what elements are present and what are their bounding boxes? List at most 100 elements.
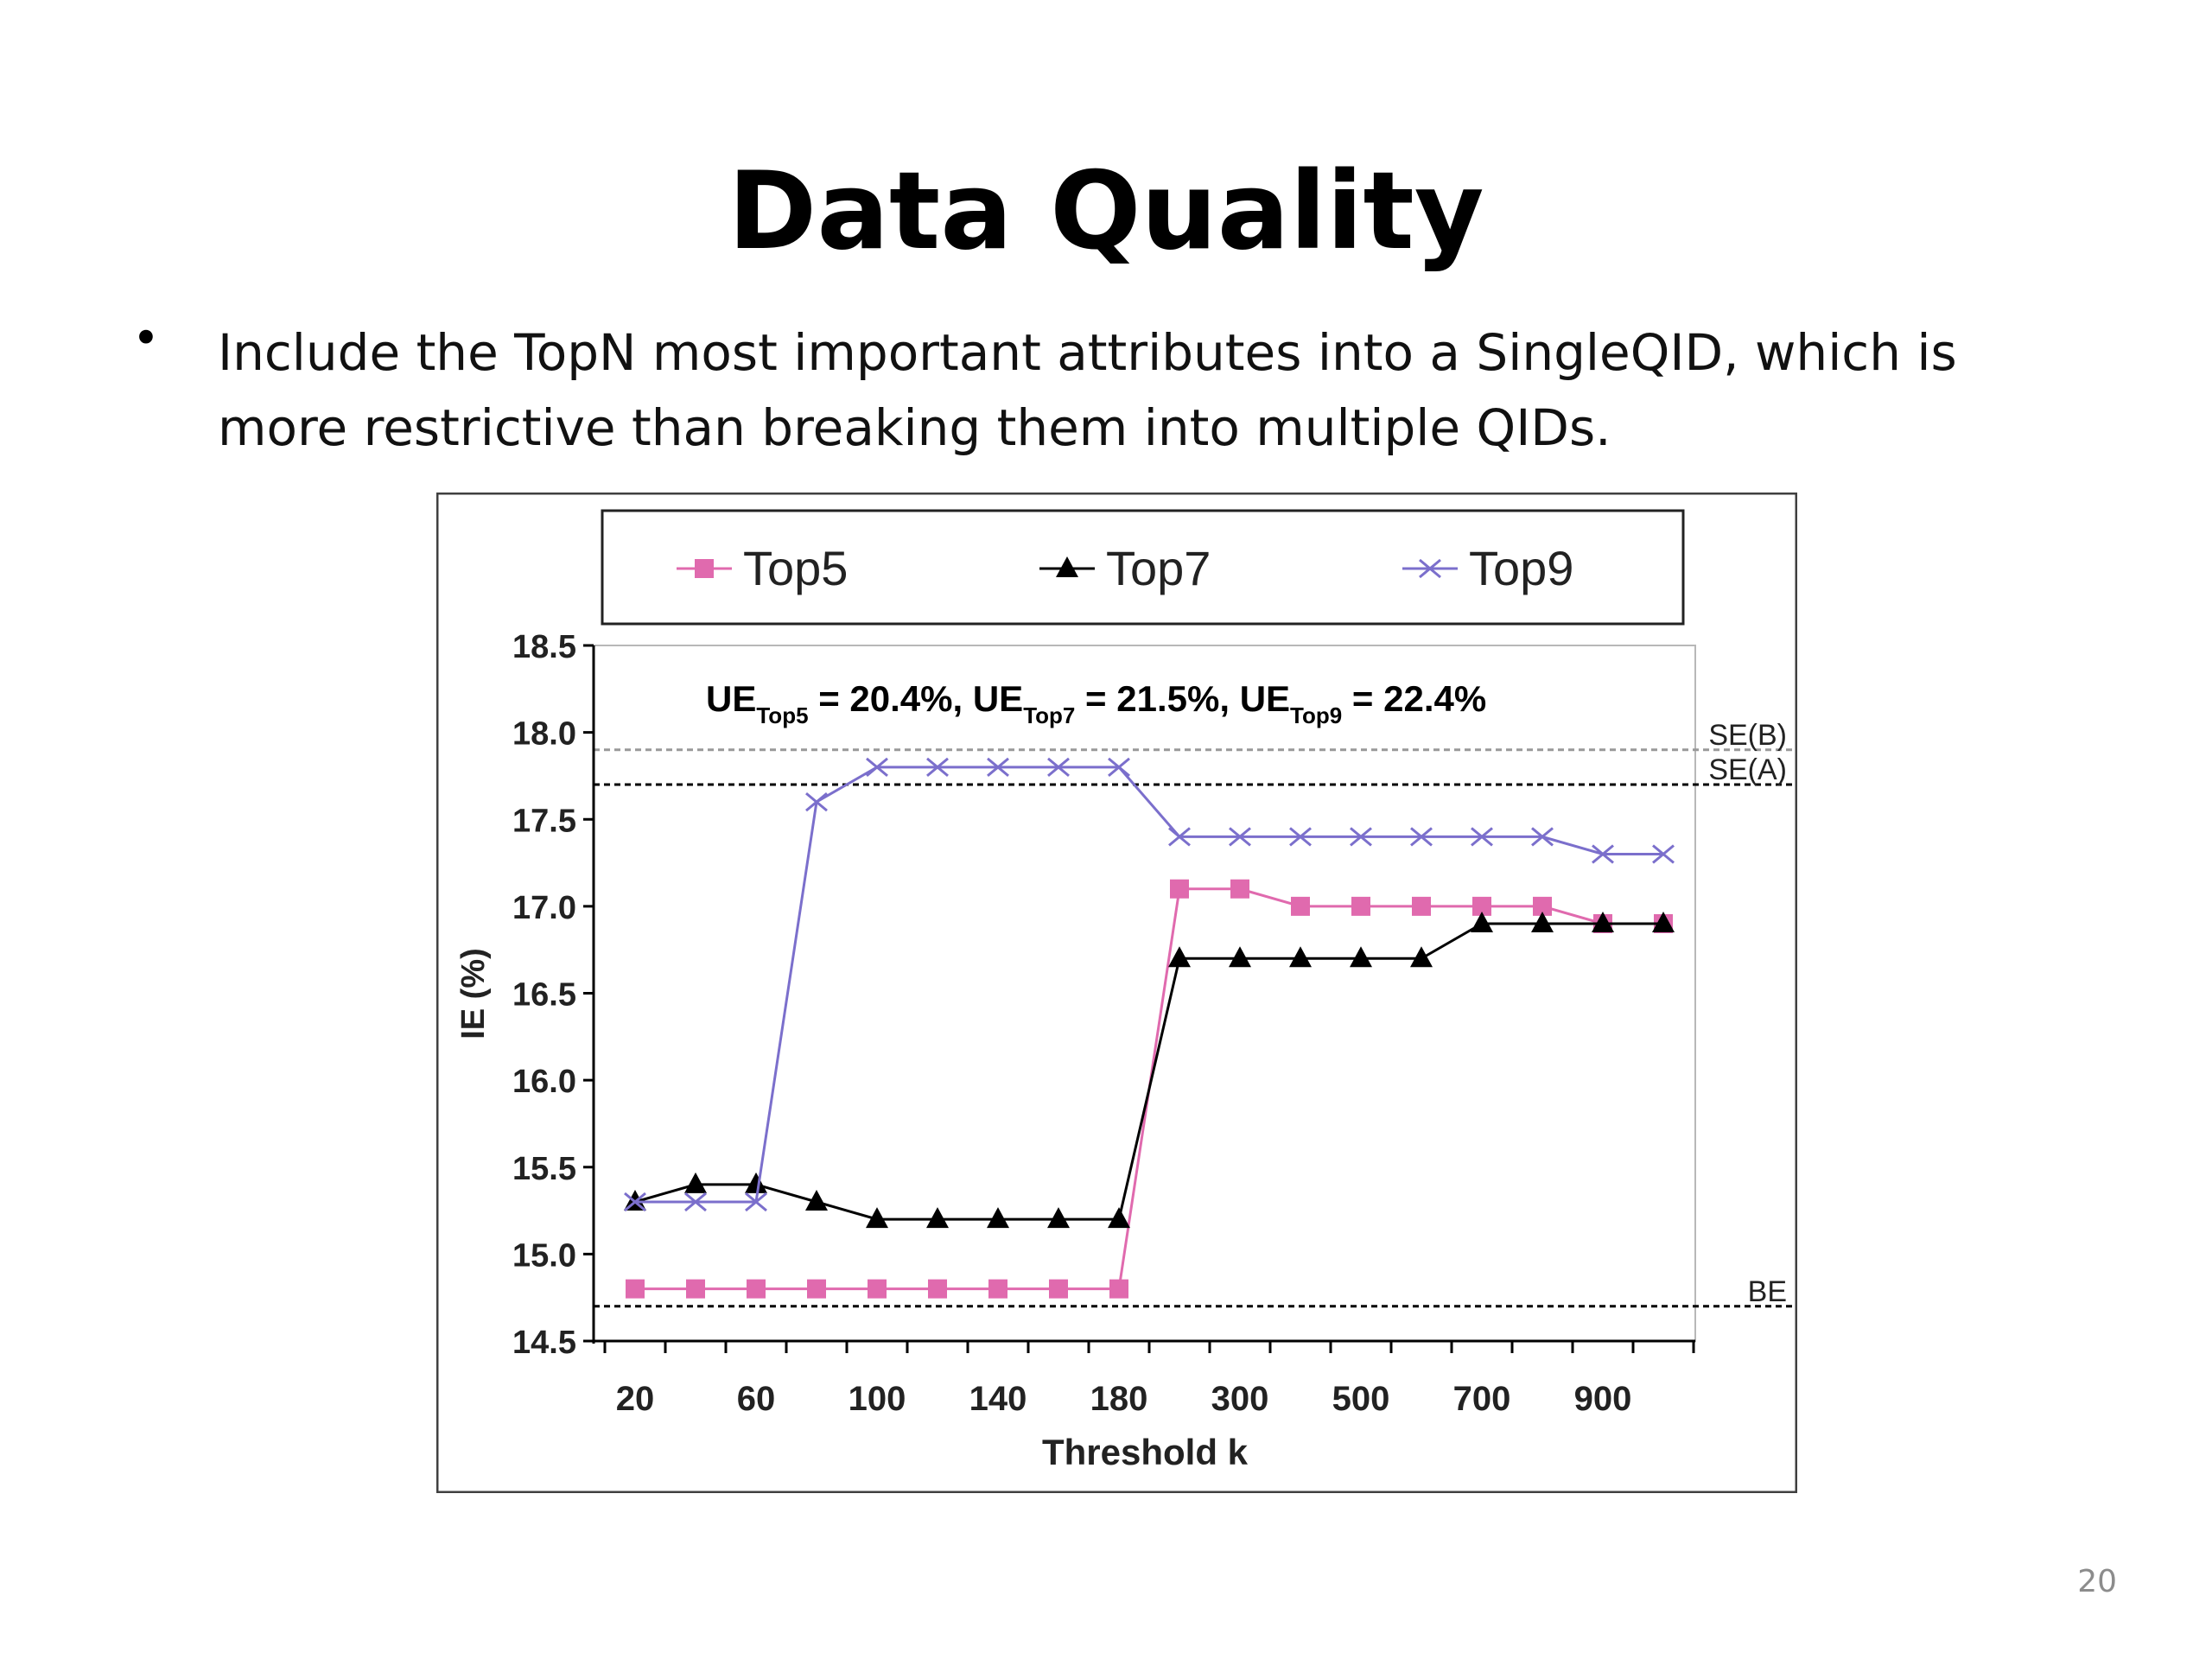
- x-axis-label: Threshold k: [1042, 1432, 1249, 1472]
- legend: Top5 Top7 Top9: [677, 541, 1573, 595]
- data-point: [686, 1279, 705, 1299]
- data-point: [1289, 946, 1312, 968]
- series-line: [634, 922, 1663, 1221]
- data-point: [1047, 1207, 1070, 1229]
- legend-box: [601, 509, 1685, 626]
- data-point: [1229, 827, 1251, 847]
- annotation-value: = 21.5%,: [1075, 678, 1239, 719]
- data-point: [1049, 1279, 1068, 1299]
- data-point: [1412, 896, 1431, 916]
- series-line: [635, 766, 1663, 1204]
- data-point: [1047, 757, 1070, 778]
- data-point: [1652, 912, 1675, 932]
- y-tick-label: 16.5: [512, 977, 576, 1014]
- legend-label: Top9: [1469, 541, 1573, 595]
- data-point: [747, 1279, 766, 1299]
- reference-line-label: SE(B): [1708, 719, 1787, 752]
- data-point: [1289, 827, 1312, 847]
- data-point: [866, 757, 888, 778]
- page-number: 20: [2077, 1564, 2117, 1599]
- y-axis-label: IE (%): [455, 948, 492, 1039]
- data-point: [987, 757, 1009, 778]
- y-tick-label: 17.0: [512, 890, 576, 926]
- data-point: [1108, 1207, 1130, 1229]
- data-point: [1108, 757, 1130, 778]
- chart-figure: SE(B)SE(A) BE 18.5 18.0 17.5 17.0 16.5 16.0 15.…: [436, 493, 1797, 1493]
- ue-annotation: UETop5 = 20.4%, UETop7 = 21.5%, UETop9 =…: [706, 678, 1486, 728]
- data-point: [684, 1192, 707, 1212]
- data-point: [1471, 912, 1493, 932]
- x-tick-label: 500: [1332, 1380, 1390, 1418]
- data-point: [1592, 844, 1614, 864]
- data-point: [1533, 896, 1552, 916]
- data-point: [988, 1279, 1007, 1299]
- data-point: [1109, 1279, 1128, 1299]
- data-point: [745, 1192, 767, 1212]
- annotation-ue: UE: [973, 678, 1023, 719]
- data-point: [1652, 844, 1675, 864]
- data-point: [745, 1172, 767, 1193]
- y-tick-label: 15.5: [512, 1151, 576, 1187]
- x-tick-label: 300: [1211, 1380, 1269, 1418]
- data-point: [866, 1207, 888, 1229]
- series-top9: [624, 757, 1675, 1212]
- data-point: [1531, 912, 1554, 932]
- data-point: [1168, 946, 1191, 968]
- legend-marker: [695, 559, 714, 578]
- legend-marker: [1056, 556, 1078, 577]
- slide-title: Data Quality: [728, 149, 1484, 274]
- y-tick-label: 18.0: [512, 716, 576, 753]
- data-point: [1291, 896, 1310, 916]
- annotation-subscript: Top7: [1023, 702, 1075, 728]
- x-tick-label: 140: [969, 1380, 1027, 1418]
- data-point: [1350, 827, 1372, 847]
- data-point: [684, 1172, 707, 1193]
- annotation-value: = 20.4%,: [809, 678, 973, 719]
- axes: 18.5 18.0 17.5 17.0 16.5 16.0 15.5 15.0 14.5 20 60…: [512, 629, 1695, 1418]
- data-point: [1168, 827, 1191, 847]
- data-point: [987, 1207, 1009, 1229]
- data-point: [1230, 879, 1249, 899]
- y-tick-label: 16.0: [512, 1064, 576, 1100]
- data-point: [1471, 827, 1493, 847]
- data-point: [805, 791, 828, 812]
- data-point: [928, 1279, 947, 1299]
- data-point: [926, 757, 949, 778]
- data-point: [1410, 946, 1433, 968]
- series-layer: [624, 757, 1675, 1299]
- y-tick-label: 15.0: [512, 1237, 576, 1274]
- x-tick-label: 60: [737, 1380, 776, 1418]
- bullet-text: Include the TopN most important attribut…: [218, 323, 1957, 457]
- annotation-ue: UE: [706, 678, 756, 719]
- annotation-ue: UE: [1240, 678, 1290, 719]
- annotation-subscript: Top5: [756, 702, 808, 728]
- data-point: [1350, 946, 1372, 968]
- annotation-value: = 22.4%: [1342, 678, 1486, 719]
- data-point: [1410, 827, 1433, 847]
- data-point: [1351, 896, 1370, 916]
- data-point: [868, 1279, 887, 1299]
- plot-area: [593, 645, 1696, 1342]
- y-tick-label: 14.5: [512, 1325, 576, 1361]
- y-tick-label: 17.5: [512, 803, 576, 839]
- x-tick-label: 900: [1574, 1380, 1632, 1418]
- x-tick-label: 700: [1453, 1380, 1511, 1418]
- reference-line-label: SE(A): [1708, 753, 1787, 786]
- data-point: [626, 1279, 645, 1299]
- legend-marker: [1419, 558, 1441, 579]
- data-point: [1592, 912, 1614, 932]
- reference-lines: SE(B)SE(A) BE: [594, 719, 1793, 1308]
- data-point: [805, 1190, 828, 1211]
- data-point: [1472, 896, 1491, 916]
- x-tick-label: 100: [849, 1380, 906, 1418]
- y-tick-label: 18.5: [512, 629, 576, 665]
- x-tick-label: 180: [1090, 1380, 1148, 1418]
- bullet-marker: •: [132, 311, 160, 365]
- x-tick-label: 20: [616, 1380, 655, 1418]
- annotation-subscript: Top9: [1290, 702, 1342, 728]
- legend-label: Top5: [743, 541, 848, 595]
- data-point: [1229, 946, 1251, 968]
- data-point: [624, 1192, 646, 1212]
- legend-label: Top7: [1106, 541, 1211, 595]
- data-point: [926, 1207, 949, 1229]
